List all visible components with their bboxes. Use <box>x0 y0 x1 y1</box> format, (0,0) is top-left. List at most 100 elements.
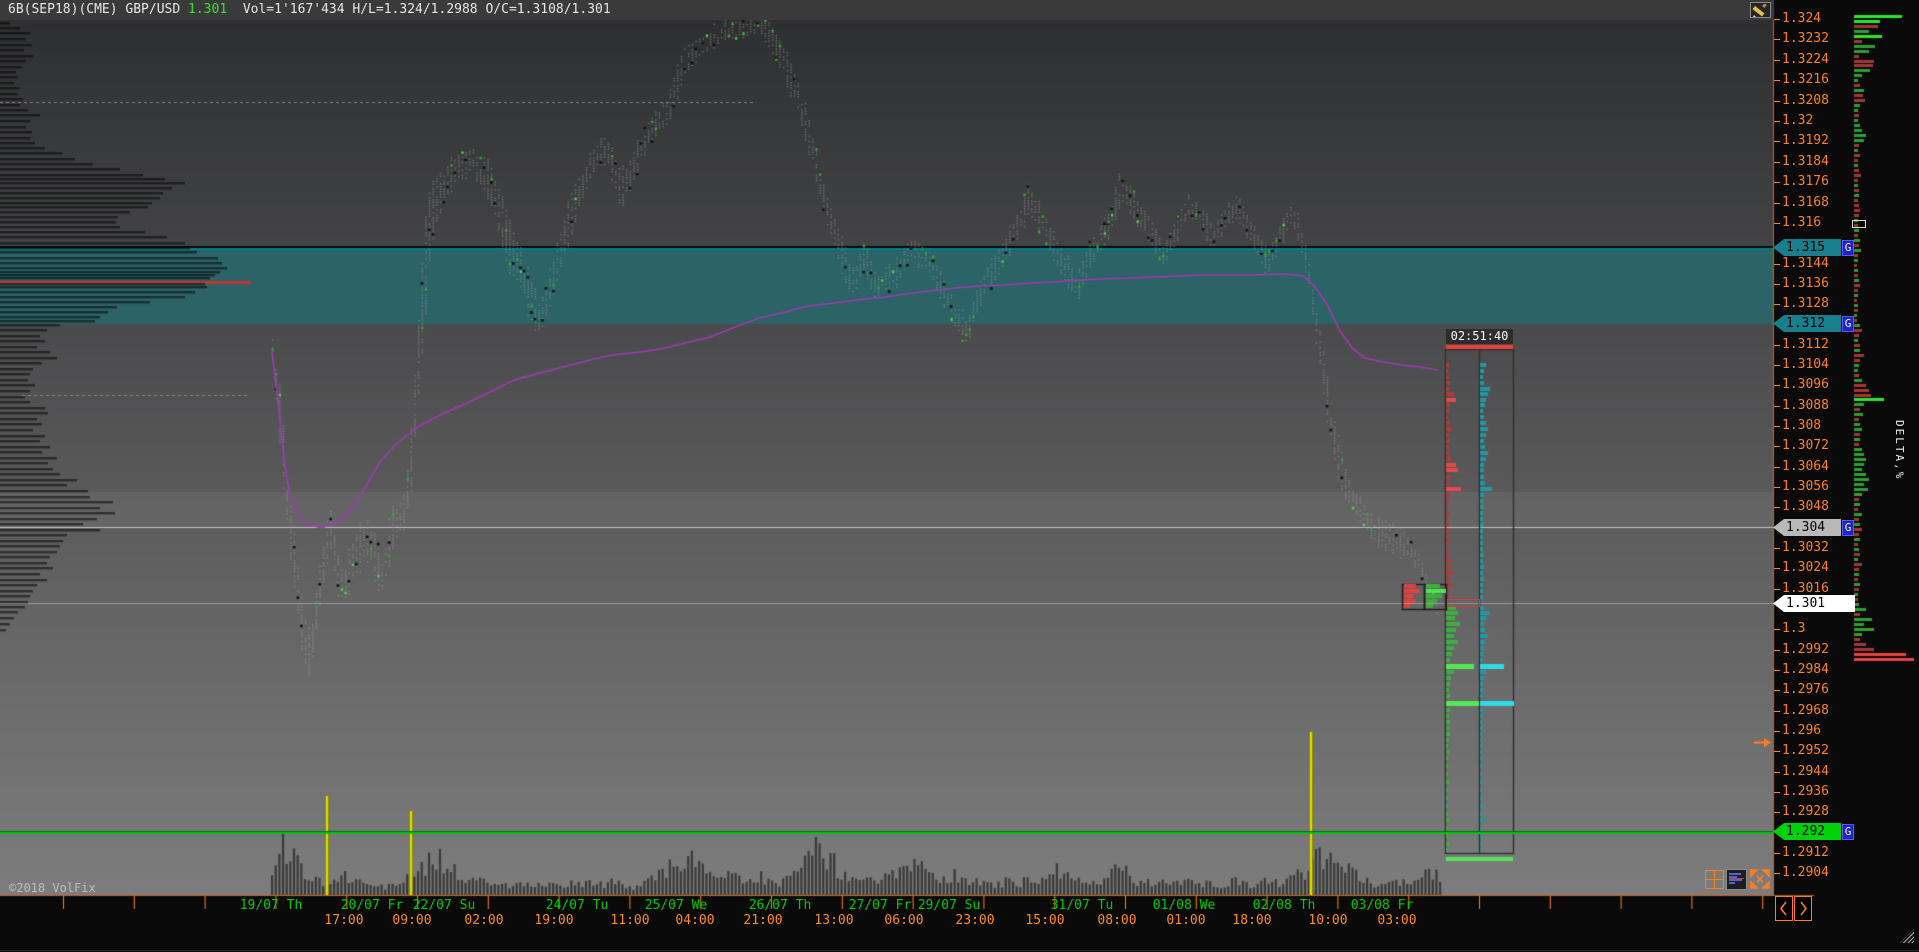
price-label: 1.2976 <box>1782 682 1829 697</box>
price-tick <box>1774 589 1780 590</box>
volume-profile-button[interactable] <box>1726 869 1747 890</box>
price-tick <box>1774 711 1780 712</box>
chevron-left-icon <box>1780 901 1787 916</box>
price-tick <box>1774 264 1780 265</box>
move-chart-button[interactable] <box>1749 868 1771 890</box>
price-label: 1.2936 <box>1782 784 1829 799</box>
price-tick <box>1774 507 1780 508</box>
price-tick <box>1774 141 1780 142</box>
price-level-badge-1.292[interactable]: 1.292 <box>1773 823 1841 840</box>
price-label: 1.3072 <box>1782 438 1829 453</box>
price-tick <box>1774 284 1780 285</box>
price-label: 1.3144 <box>1782 256 1829 271</box>
price-level-badge-1.304[interactable]: 1.304 <box>1773 519 1841 536</box>
delta-zero-marker <box>1852 220 1866 228</box>
time-label: 18:00 <box>1232 913 1272 928</box>
g-flag-badge: G <box>1842 240 1854 256</box>
price-tick <box>1774 853 1780 854</box>
price-label: 1.3216 <box>1782 72 1829 87</box>
price-label: 1.3064 <box>1782 459 1829 474</box>
scroll-left-button[interactable] <box>1775 896 1793 921</box>
draw-pencil-button[interactable] <box>1750 2 1771 18</box>
price-tick <box>1774 487 1780 488</box>
date-label: 03/08 Fr <box>1350 898 1414 913</box>
date-label: 02/08 Th <box>1252 898 1316 913</box>
price-tick <box>1774 182 1780 183</box>
grid-layout-button[interactable] <box>1705 870 1724 889</box>
price-level-badge-1.301[interactable]: 1.301 <box>1773 595 1855 612</box>
price-label: 1.2928 <box>1782 804 1829 819</box>
scroll-right-button[interactable] <box>1794 896 1812 921</box>
price-tick <box>1774 121 1780 122</box>
g-flag-badge: G <box>1842 824 1854 840</box>
price-label: 1.2992 <box>1782 642 1829 657</box>
price-tick <box>1774 365 1780 366</box>
price-level-badge-1.312[interactable]: 1.312 <box>1773 315 1841 332</box>
price-label: 1.3168 <box>1782 195 1829 210</box>
price-tick <box>1774 650 1780 651</box>
price-label: 1.3104 <box>1782 357 1829 372</box>
date-label: 20/07 Fr <box>340 898 404 913</box>
price-label: 1.2968 <box>1782 703 1829 718</box>
price-label: 1.324 <box>1782 11 1822 26</box>
price-tick <box>1774 446 1780 447</box>
price-level-badge-1.315[interactable]: 1.315 <box>1773 239 1841 256</box>
price-tick <box>1774 751 1780 752</box>
price-label: 1.2952 <box>1782 743 1829 758</box>
instrument-symbol: 6B(SEP18)(CME) <box>8 2 118 17</box>
footprint-current-price-marker <box>1447 599 1480 607</box>
price-tick <box>1774 19 1780 20</box>
date-label: 31/07 Tu <box>1050 898 1114 913</box>
time-label: 08:00 <box>1097 913 1137 928</box>
chevron-right-icon <box>1800 901 1807 916</box>
time-label: 11:00 <box>610 913 650 928</box>
price-label: 1.2912 <box>1782 845 1829 860</box>
time-label: 13:00 <box>814 913 854 928</box>
right-arrow-icon <box>1754 738 1771 747</box>
price-tick <box>1774 812 1780 813</box>
price-tick <box>1774 629 1780 630</box>
price-label: 1.3112 <box>1782 337 1829 352</box>
price-tick <box>1774 731 1780 732</box>
price-label: 1.3232 <box>1782 31 1829 46</box>
date-label: 24/07 Tu <box>545 898 609 913</box>
price-tick <box>1774 101 1780 102</box>
price-label: 1.308 <box>1782 418 1822 433</box>
last-price: 1.301 <box>188 2 228 17</box>
price-label: 1.3208 <box>1782 93 1829 108</box>
date-label: 22/07 Su <box>412 898 476 913</box>
price-label: 1.3032 <box>1782 540 1829 555</box>
time-label: 21:00 <box>743 913 783 928</box>
price-label: 1.296 <box>1782 723 1822 738</box>
price-tick <box>1774 345 1780 346</box>
price-tick <box>1774 467 1780 468</box>
price-label: 1.3016 <box>1782 581 1829 596</box>
price-tick <box>1774 39 1780 40</box>
price-tick <box>1774 203 1780 204</box>
price-tick <box>1774 385 1780 386</box>
price-tick <box>1774 792 1780 793</box>
profile-chart-icon <box>1729 873 1744 884</box>
price-tick <box>1774 670 1780 671</box>
price-label: 1.2984 <box>1782 662 1829 677</box>
time-label: 04:00 <box>675 913 715 928</box>
price-tick <box>1774 568 1780 569</box>
price-label: 1.3128 <box>1782 296 1829 311</box>
pencil-icon <box>1752 2 1767 17</box>
price-label: 1.2904 <box>1782 865 1829 880</box>
time-label: 15:00 <box>1025 913 1065 928</box>
axis-arrow-marker <box>1753 733 1772 747</box>
date-label: 19/07 Th <box>239 898 303 913</box>
date-label: 27/07 Fr <box>848 898 912 913</box>
price-tick <box>1774 60 1780 61</box>
price-label: 1.3088 <box>1782 398 1829 413</box>
move-arrows-icon <box>1750 869 1770 889</box>
price-tick <box>1774 162 1780 163</box>
price-tick <box>1774 548 1780 549</box>
time-label: 06:00 <box>884 913 924 928</box>
g-flag-badge: G <box>1842 520 1854 536</box>
price-label: 1.3 <box>1782 621 1806 636</box>
price-label: 1.316 <box>1782 215 1822 230</box>
time-label: 03:00 <box>1377 913 1417 928</box>
